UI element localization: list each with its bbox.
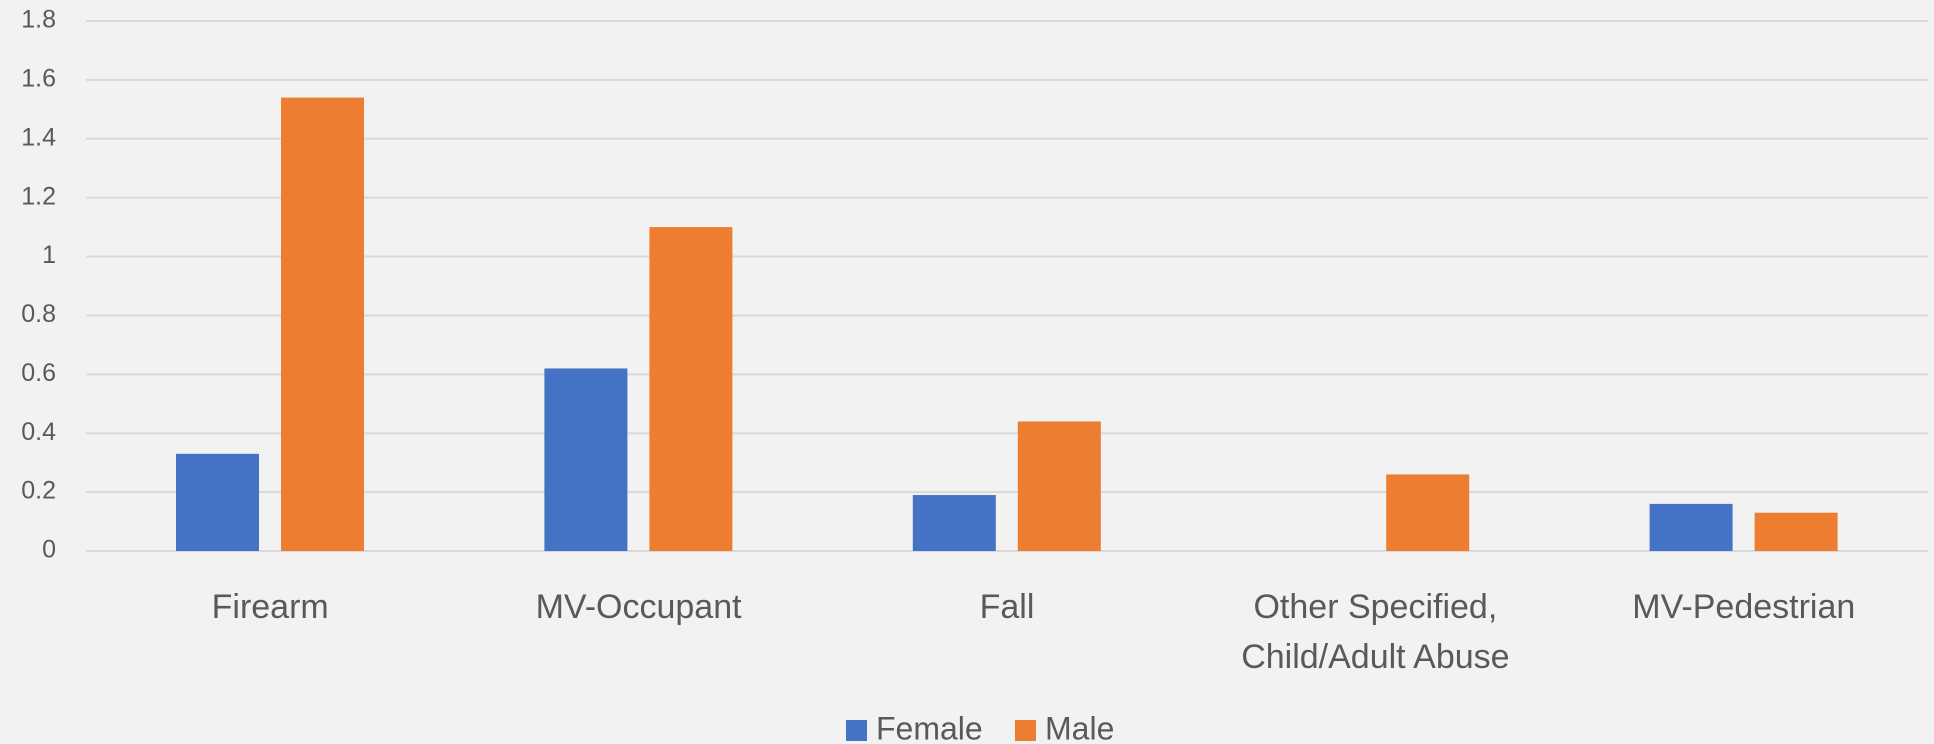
y-tick-label: 1.8 — [21, 6, 56, 34]
bar — [1754, 512, 1838, 551]
y-tick-label: 0.2 — [21, 477, 56, 505]
bar — [176, 453, 259, 551]
x-tick-label: Firearm — [211, 588, 329, 626]
legend-swatch — [1015, 720, 1036, 741]
x-tick-label: Fall — [979, 588, 1035, 626]
legend-label: Male — [1045, 710, 1114, 744]
bar — [1649, 503, 1733, 551]
bar — [649, 227, 733, 551]
x-tick-label: Other Specified, Child/Adult Abuse — [1241, 588, 1510, 676]
y-tick-label: 0.6 — [21, 359, 56, 387]
y-tick-label: 0.4 — [21, 418, 56, 446]
y-tick-label: 0.8 — [21, 300, 56, 328]
y-tick-label: 1 — [42, 241, 56, 269]
x-tick-label: MV-Occupant — [535, 588, 742, 626]
legend-label: Female — [876, 710, 983, 744]
y-tick-label: 1.6 — [21, 64, 56, 92]
legend-swatch — [846, 720, 867, 741]
bar — [544, 368, 628, 551]
x-tick-label: MV-Pedestrian — [1632, 588, 1856, 626]
y-tick-label: 0 — [42, 536, 56, 564]
bar — [1386, 474, 1470, 551]
bar — [912, 495, 996, 551]
bar — [281, 97, 364, 552]
y-tick-label: 1.2 — [21, 182, 56, 210]
y-tick-label: 1.4 — [21, 123, 56, 151]
bar — [1017, 421, 1101, 551]
